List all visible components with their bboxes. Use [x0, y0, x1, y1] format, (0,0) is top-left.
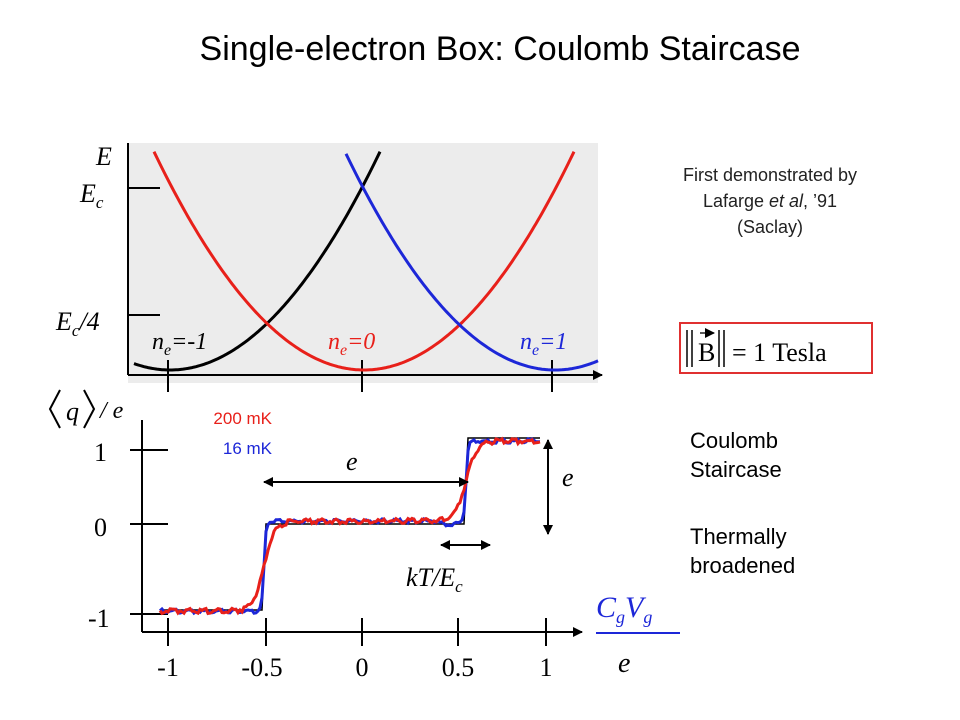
cgvg-numerator: CgVg — [596, 591, 652, 627]
kt-label: kT/Ec — [406, 563, 463, 596]
history-note: First demonstrated by Lafarge et al, ’91… — [630, 162, 910, 240]
ne-0-label: ne=0 — [328, 329, 375, 359]
ylabel-q-over-e: q / e — [48, 389, 124, 429]
parabola-ne-minus1 — [133, 151, 382, 372]
thermally-broadened-label: Thermally broadened — [690, 524, 796, 578]
field-symbol: B — [698, 338, 715, 367]
xtick-label-minus05: -0.5 — [241, 653, 282, 682]
trace-200mk — [158, 436, 541, 616]
ec4-label: Ec/4 — [55, 307, 100, 340]
svg-text:/ e: / e — [98, 398, 124, 424]
note-line-2: Lafarge et al, ’91 — [702, 191, 838, 211]
temp-16mk-label: 16 mK — [223, 439, 273, 458]
xtick-label-05: 0.5 — [442, 653, 475, 682]
field-value: = 1 Tesla — [732, 338, 827, 367]
ytick-label-1: 1 — [94, 438, 107, 467]
parabola-ne-plus1 — [344, 153, 599, 372]
xtick-label-0: 0 — [356, 653, 369, 682]
coulomb-staircase-label: Coulomb Staircase — [690, 428, 782, 482]
slide-title: Single-electron Box: Coulomb Staircase — [199, 30, 801, 68]
xtick-label-minus1: -1 — [157, 653, 179, 682]
xtick-label-1: 1 — [540, 653, 553, 682]
temp-200mk-label: 200 mK — [213, 409, 272, 428]
note-line-3: (Saclay) — [736, 217, 803, 237]
svg-text:q: q — [66, 397, 79, 426]
ne-plus1-label: ne=1 — [520, 329, 567, 359]
ne-minus1-label: ne=-1 — [152, 329, 207, 359]
ec-label: Ec — [79, 179, 104, 212]
parabola-ne-0 — [152, 151, 576, 372]
energy-axis-label: E — [95, 142, 112, 171]
ytick-label-0: 0 — [94, 513, 107, 542]
period-label: e — [346, 447, 358, 476]
note-line-1: First demonstrated by — [682, 165, 858, 185]
ytick-label-minus1: -1 — [88, 604, 110, 633]
height-label: e — [562, 463, 574, 492]
cgvg-denominator: e — [618, 648, 630, 679]
xlabel-cgvg-over-e: CgVg e — [596, 591, 680, 679]
